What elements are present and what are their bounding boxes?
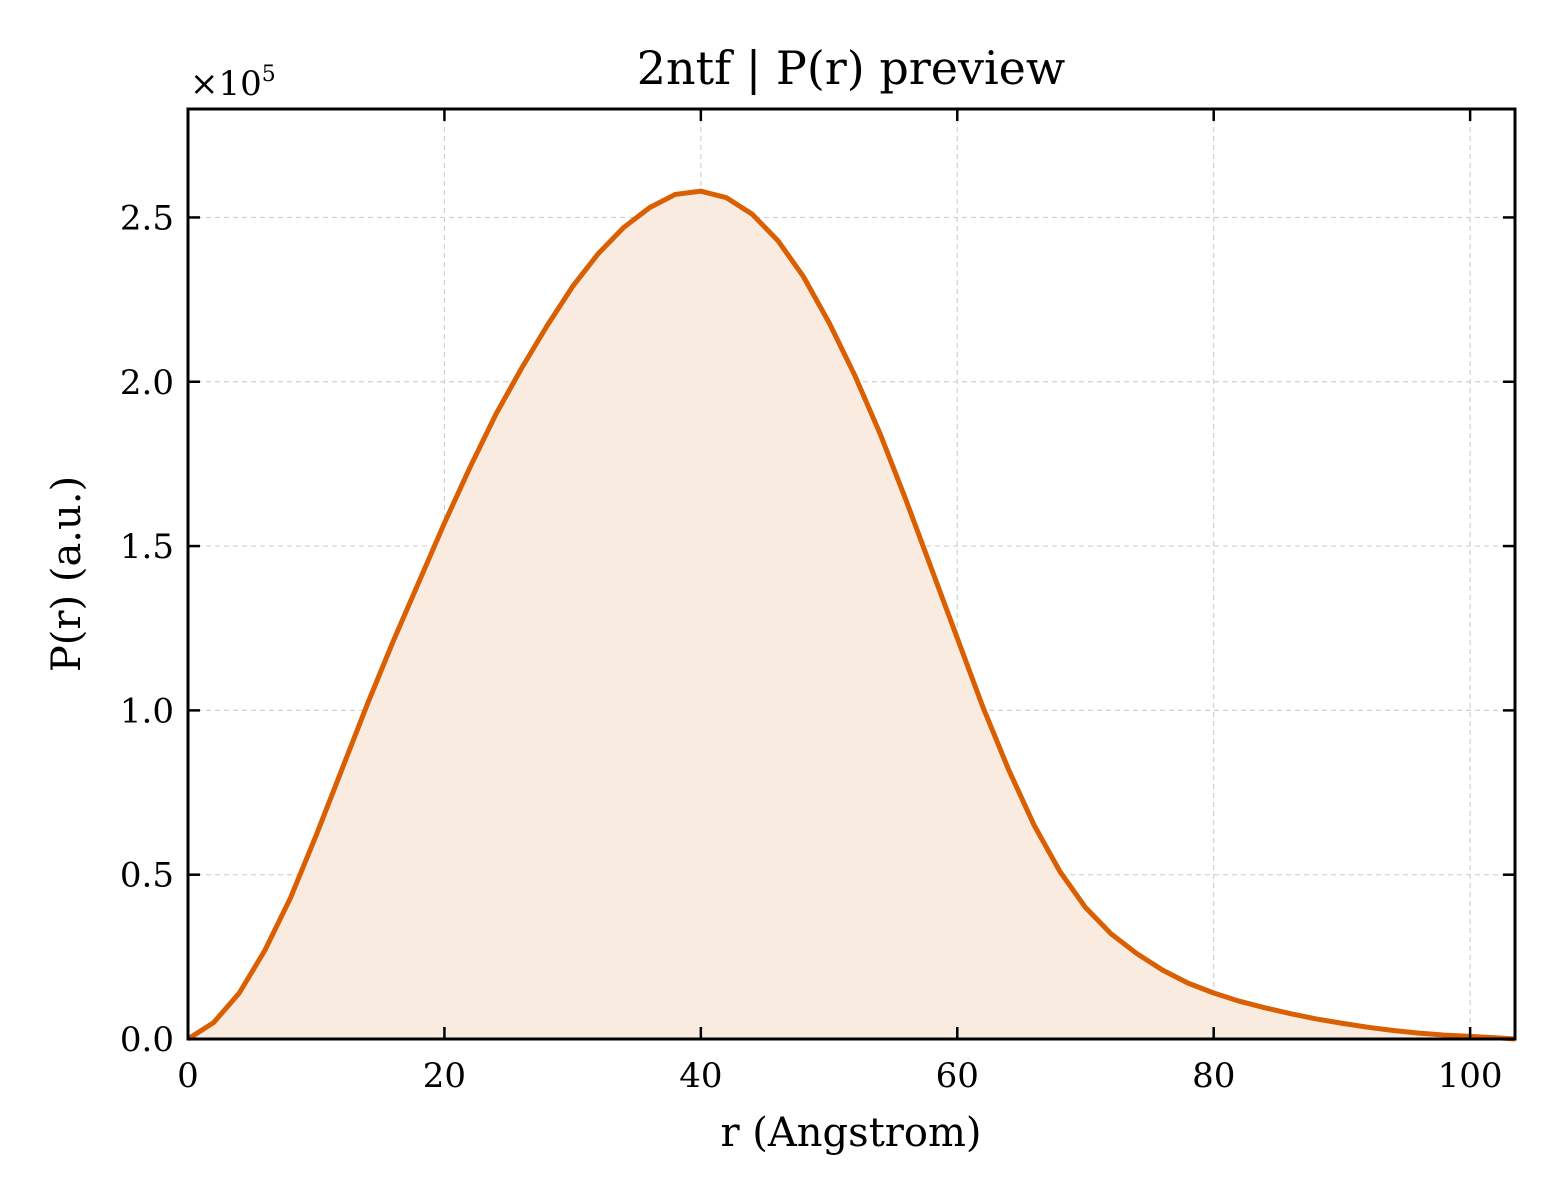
y-multiplier-exponent: 5 <box>262 62 276 87</box>
x-tick-label: 40 <box>679 1056 722 1096</box>
plot-area <box>186 188 1516 1042</box>
axis-ticks: 0 20 40 60 80 100 0.0 0.5 1.0 1.5 2.0 2.5 <box>120 109 1515 1096</box>
plot-frame <box>186 107 1517 1041</box>
y-tick-label: 0.5 <box>120 856 174 896</box>
y-tick-label: 1.0 <box>120 691 174 731</box>
chart-title: 2ntf | P(r) preview <box>637 41 1066 95</box>
y-tick-label: 1.5 <box>120 527 174 567</box>
pr-curve <box>186 188 1516 1042</box>
x-axis-label: r (Angstrom) <box>720 1110 981 1156</box>
y-multiplier: ×105 <box>190 62 276 104</box>
y-tick-label: 2.0 <box>120 363 174 403</box>
x-tick-label: 80 <box>1192 1056 1235 1096</box>
x-tick-label: 60 <box>936 1056 979 1096</box>
y-multiplier-base: ×10 <box>190 64 262 104</box>
y-tick-label: 0.0 <box>120 1020 174 1060</box>
x-tick-label: 100 <box>1438 1056 1503 1096</box>
pr-area-fill <box>188 191 1515 1039</box>
x-tick-label: 20 <box>423 1056 466 1096</box>
y-tick-label: 2.5 <box>120 198 174 238</box>
y-axis-label: P(r) (a.u.) <box>44 476 90 672</box>
x-tick-label: 0 <box>177 1056 199 1096</box>
